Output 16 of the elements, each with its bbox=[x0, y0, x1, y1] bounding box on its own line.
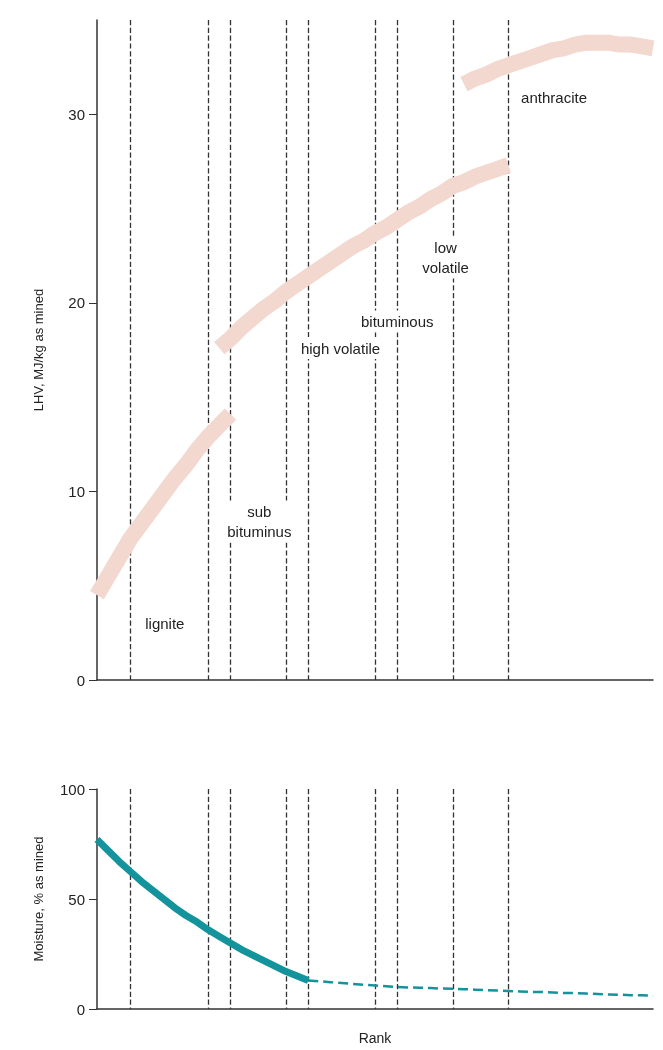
y-tick-label: 30 bbox=[68, 105, 85, 123]
annotation: anthracite bbox=[521, 88, 587, 106]
annotation: sub bituminus bbox=[227, 503, 292, 541]
y-tick-label: 50 bbox=[68, 890, 85, 908]
annotation: lignite bbox=[145, 614, 185, 632]
y-tick-label: 100 bbox=[59, 780, 85, 798]
annotation: bituminous bbox=[360, 313, 434, 331]
annotation: low volatile bbox=[422, 239, 469, 277]
y-axis-title: Moisture, % as mined bbox=[31, 836, 46, 962]
y-tick-label: 10 bbox=[68, 482, 85, 500]
x-axis-title: Rank bbox=[358, 1030, 393, 1046]
y-tick-label: 0 bbox=[76, 671, 85, 689]
annotation: high volatile bbox=[300, 339, 381, 357]
y-tick-label: 0 bbox=[76, 1000, 85, 1018]
y-tick-label: 20 bbox=[68, 294, 85, 312]
y-axis-title: LHV, MJ/kg as mined bbox=[31, 288, 46, 412]
